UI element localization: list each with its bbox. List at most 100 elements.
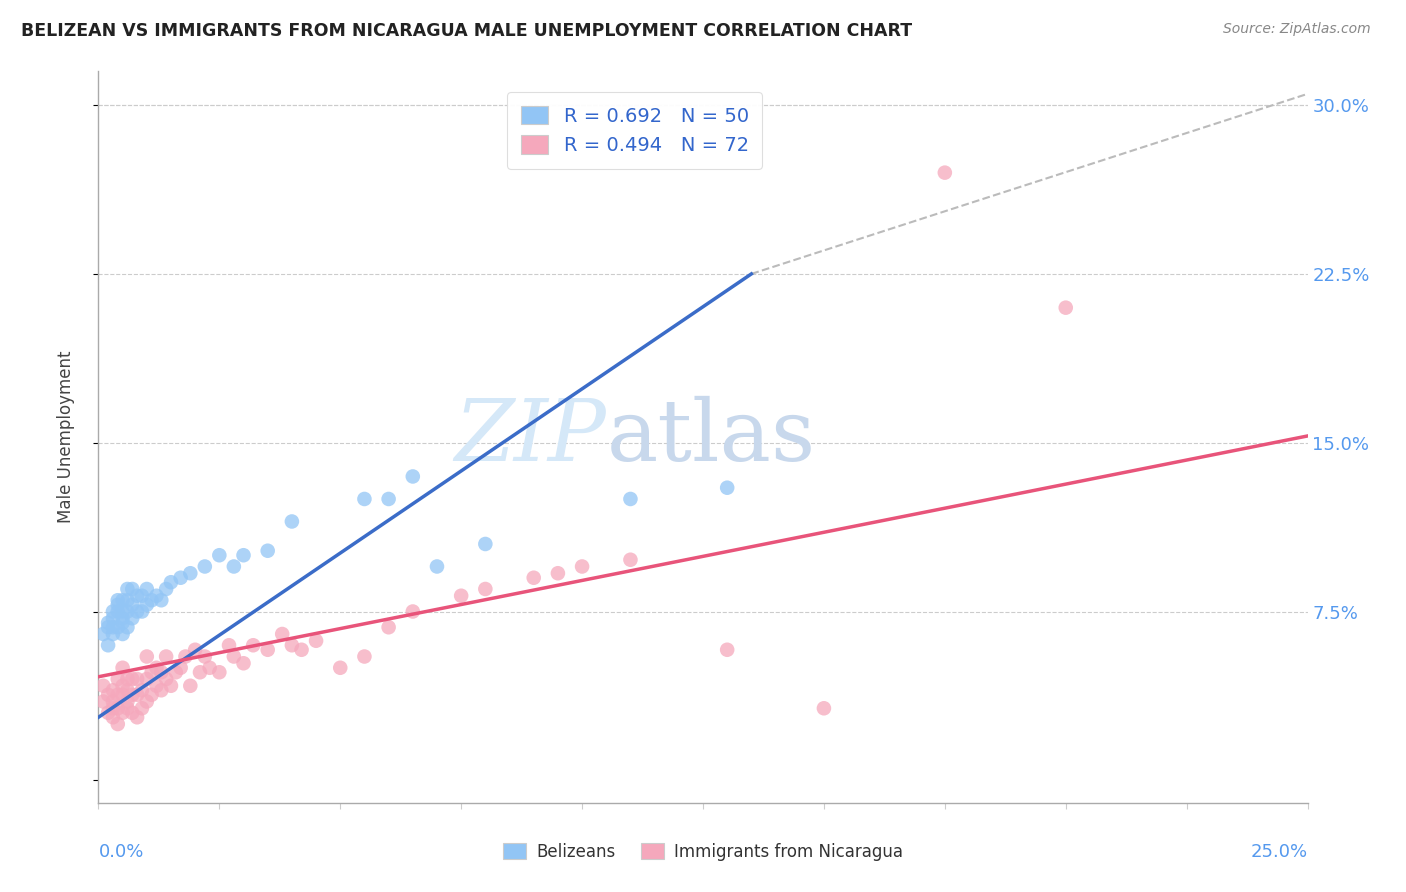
Point [353, 649, 375, 664]
Point [150, 665, 173, 680]
Point [135, 672, 157, 686]
Point [934, 166, 956, 180]
Point [155, 582, 177, 596]
Point [127, 672, 149, 686]
Y-axis label: Male Unemployment: Male Unemployment [56, 351, 75, 524]
Point [97, 620, 120, 634]
Point [121, 706, 143, 720]
Point [155, 649, 177, 664]
Point [97, 638, 120, 652]
Point [222, 559, 245, 574]
Point [131, 589, 153, 603]
Point [111, 627, 134, 641]
Point [101, 620, 124, 634]
Point [107, 598, 129, 612]
Point [101, 605, 124, 619]
Point [101, 701, 124, 715]
Point [117, 593, 139, 607]
Point [111, 679, 134, 693]
Point [91, 679, 114, 693]
Point [179, 679, 201, 693]
Point [135, 598, 157, 612]
Point [208, 665, 231, 680]
Point [91, 627, 114, 641]
Point [111, 661, 134, 675]
Point [111, 605, 134, 619]
Text: 0.0%: 0.0% [98, 843, 143, 861]
Point [131, 701, 153, 715]
Point [117, 694, 139, 708]
Point [329, 661, 352, 675]
Text: Source: ZipAtlas.com: Source: ZipAtlas.com [1223, 22, 1371, 37]
Point [150, 683, 173, 698]
Point [150, 593, 173, 607]
Point [145, 661, 167, 675]
Point [402, 469, 425, 483]
Point [91, 694, 114, 708]
Text: atlas: atlas [606, 395, 815, 479]
Point [1054, 301, 1077, 315]
Point [232, 657, 254, 671]
Point [107, 672, 129, 686]
Text: 25.0%: 25.0% [1250, 843, 1308, 861]
Point [135, 694, 157, 708]
Point [121, 688, 143, 702]
Point [111, 706, 134, 720]
Point [194, 559, 217, 574]
Point [155, 672, 177, 686]
Point [141, 688, 163, 702]
Point [127, 710, 149, 724]
Point [222, 649, 245, 664]
Point [184, 642, 207, 657]
Point [402, 605, 425, 619]
Point [117, 605, 139, 619]
Point [160, 679, 183, 693]
Point [198, 661, 221, 675]
Point [474, 537, 496, 551]
Point [101, 611, 124, 625]
Point [271, 627, 294, 641]
Point [813, 701, 835, 715]
Point [619, 491, 641, 506]
Point [117, 582, 139, 596]
Point [450, 589, 472, 603]
Point [290, 642, 312, 657]
Point [523, 571, 546, 585]
Point [141, 593, 163, 607]
Text: ZIP: ZIP [454, 396, 606, 478]
Point [174, 649, 197, 664]
Point [121, 598, 143, 612]
Point [117, 620, 139, 634]
Point [281, 515, 304, 529]
Point [121, 582, 143, 596]
Point [97, 706, 120, 720]
Point [117, 683, 139, 698]
Point [127, 688, 149, 702]
Point [107, 593, 129, 607]
Point [145, 679, 167, 693]
Point [97, 688, 120, 702]
Point [111, 593, 134, 607]
Point [135, 649, 157, 664]
Point [127, 605, 149, 619]
Point [218, 638, 240, 652]
Point [127, 589, 149, 603]
Point [169, 661, 191, 675]
Point [242, 638, 264, 652]
Point [377, 620, 399, 634]
Point [111, 615, 134, 630]
Point [107, 688, 129, 702]
Point [121, 611, 143, 625]
Point [208, 548, 231, 562]
Point [121, 672, 143, 686]
Point [111, 688, 134, 702]
Point [97, 615, 120, 630]
Point [377, 491, 399, 506]
Point [232, 548, 254, 562]
Point [141, 665, 163, 680]
Point [101, 627, 124, 641]
Point [571, 559, 593, 574]
Point [101, 710, 124, 724]
Point [107, 717, 129, 731]
Point [160, 575, 183, 590]
